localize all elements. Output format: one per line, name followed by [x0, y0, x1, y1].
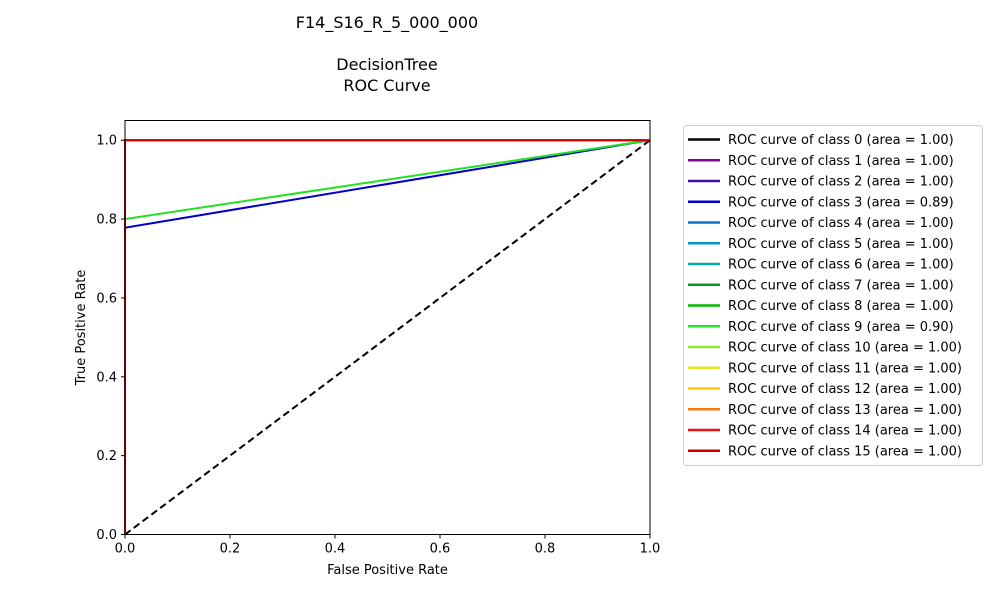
legend-label-class-15: ROC curve of class 15 (area = 1.00)	[728, 444, 962, 459]
x-tick-label: 1.0	[640, 542, 661, 557]
y-tick-label: 0.2	[96, 449, 117, 464]
legend-label-class-11: ROC curve of class 11 (area = 1.00)	[728, 361, 962, 376]
chart-title: F14_S16_R_5_000_000 DecisionTree ROC Cur…	[296, 13, 478, 95]
legend-label-class-1: ROC curve of class 1 (area = 1.00)	[728, 154, 954, 169]
y-tick-label: 0.4	[96, 370, 117, 385]
legend: ROC curve of class 0 (area = 1.00) ROC cu…	[683, 125, 983, 466]
legend-frame	[683, 125, 983, 466]
title-line-4: ROC Curve	[343, 76, 430, 95]
axes-frame	[124, 120, 651, 535]
legend-label-class-8: ROC curve of class 8 (area = 1.00)	[728, 299, 954, 314]
y-tick-label: 1.0	[96, 134, 117, 149]
title-line-1: F14_S16_R_5_000_000	[296, 13, 478, 33]
legend-label-class-5: ROC curve of class 5 (area = 1.00)	[728, 237, 954, 252]
title-line-3: DecisionTree	[336, 55, 437, 74]
legend-label-class-14: ROC curve of class 14 (area = 1.00)	[728, 424, 962, 439]
y-tick-label: 0.0	[96, 528, 117, 543]
y-tick-label: 0.6	[96, 291, 117, 306]
legend-label-class-3: ROC curve of class 3 (area = 0.89)	[728, 195, 954, 210]
legend-label-class-7: ROC curve of class 7 (area = 1.00)	[728, 278, 954, 293]
x-tick-label: 0.8	[535, 542, 556, 557]
x-axis-label: False Positive Rate	[327, 563, 448, 578]
y-axis-ticks: 0.0 0.2 0.4 0.6 0.8 1.0	[96, 134, 125, 543]
legend-label-class-0: ROC curve of class 0 (area = 1.00)	[728, 133, 954, 148]
x-tick-label: 0.2	[220, 542, 241, 557]
x-tick-label: 0.6	[430, 542, 451, 557]
legend-label-class-13: ROC curve of class 13 (area = 1.00)	[728, 403, 962, 418]
x-axis-ticks: 0.0 0.2 0.4 0.6 0.8 1.0	[115, 534, 661, 557]
legend-label-class-9: ROC curve of class 9 (area = 0.90)	[728, 320, 954, 335]
y-axis-label: True Positive Rate	[74, 270, 89, 387]
x-tick-label: 0.4	[325, 542, 346, 557]
x-tick-label: 0.0	[115, 542, 136, 557]
legend-label-class-12: ROC curve of class 12 (area = 1.00)	[728, 382, 962, 397]
y-tick-label: 0.8	[96, 213, 117, 228]
legend-label-class-2: ROC curve of class 2 (area = 1.00)	[728, 175, 954, 190]
legend-label-class-6: ROC curve of class 6 (area = 1.00)	[728, 258, 954, 273]
legend-label-class-10: ROC curve of class 10 (area = 1.00)	[728, 341, 962, 356]
legend-label-class-4: ROC curve of class 4 (area = 1.00)	[728, 216, 954, 231]
